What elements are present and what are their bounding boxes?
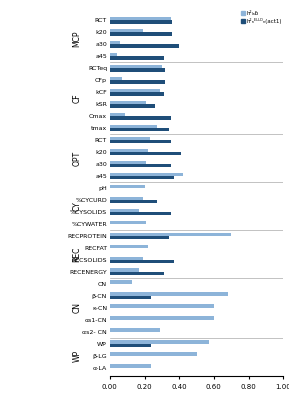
Bar (110, 68, 165, 72)
Bar (110, 149, 148, 152)
Bar (110, 104, 155, 108)
Bar (110, 140, 171, 144)
Bar (110, 152, 181, 156)
Bar (110, 200, 157, 203)
Text: CF: CF (72, 93, 81, 103)
Bar (110, 125, 157, 128)
Bar (110, 173, 183, 176)
Bar (110, 280, 132, 284)
Bar (110, 77, 122, 80)
Bar (110, 256, 143, 260)
Bar (110, 17, 171, 20)
Bar (110, 244, 148, 248)
Bar (110, 56, 164, 60)
Bar (110, 292, 228, 296)
Bar (110, 116, 171, 120)
Bar (110, 260, 174, 263)
Text: REC: REC (72, 246, 81, 262)
Bar (110, 185, 144, 188)
Legend: h²ₗₐɓ, h²ₙᴱᴸᴸᴰₙ(act1): h²ₗₐɓ, h²ₙᴱᴸᴸᴰₙ(act1) (241, 11, 282, 24)
Bar (110, 272, 164, 275)
Bar (110, 220, 146, 224)
Bar (110, 32, 172, 36)
Bar (110, 328, 160, 332)
Bar (110, 197, 143, 200)
Text: WP: WP (72, 350, 81, 362)
Bar (110, 344, 151, 347)
Bar (110, 352, 197, 356)
Bar (110, 20, 172, 24)
Text: MCP: MCP (72, 30, 81, 46)
Bar (110, 41, 120, 44)
Bar (110, 176, 174, 179)
Bar (110, 65, 162, 68)
Bar (110, 209, 139, 212)
Bar (110, 92, 164, 96)
Bar (110, 101, 146, 104)
Bar (110, 29, 143, 32)
Text: OPT: OPT (72, 150, 81, 166)
Bar (110, 80, 165, 84)
Bar (110, 236, 169, 239)
Bar (110, 89, 160, 92)
Bar (110, 161, 146, 164)
Text: CY: CY (72, 201, 81, 211)
Bar (110, 53, 117, 56)
Bar (110, 304, 214, 308)
Bar (110, 128, 169, 132)
Bar (110, 268, 139, 272)
Bar (110, 364, 151, 368)
Bar (110, 296, 151, 299)
Bar (110, 113, 125, 116)
Bar (110, 340, 209, 344)
Text: CN: CN (72, 302, 81, 313)
Bar (110, 44, 179, 48)
Bar (110, 164, 171, 168)
Bar (110, 232, 231, 236)
Bar (110, 316, 214, 320)
Bar (110, 212, 171, 215)
Bar (110, 137, 150, 140)
